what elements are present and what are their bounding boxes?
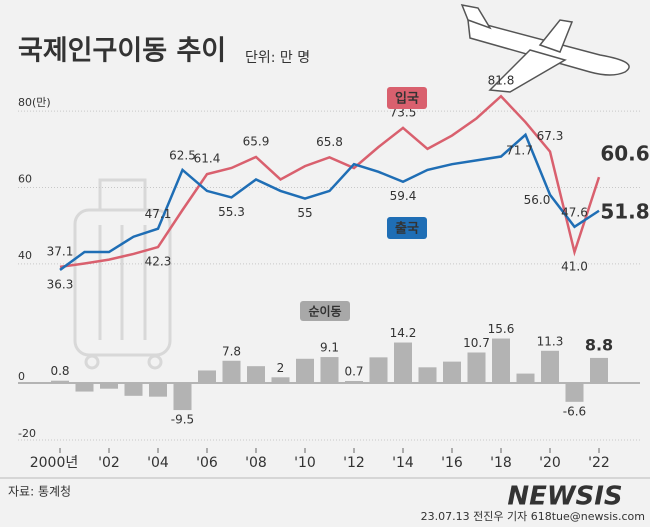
- airplane-illustration: [460, 4, 630, 93]
- data-label: 10.7: [463, 336, 490, 350]
- bar: [296, 358, 314, 383]
- line-series: [59, 94, 601, 269]
- data-label: 47.6: [561, 205, 588, 219]
- data-label: 7.8: [222, 344, 241, 358]
- bar: [271, 377, 290, 383]
- series-label: 출국: [395, 221, 419, 237]
- bar: [124, 383, 143, 396]
- data-label: -9.5: [171, 413, 194, 427]
- bar: [320, 357, 339, 383]
- y-tick-label: 40: [18, 249, 32, 262]
- x-tick-label: '04: [147, 455, 169, 471]
- bar: [345, 381, 363, 383]
- data-label: 42.3: [145, 255, 172, 269]
- data-label: 14.2: [390, 326, 417, 340]
- source: 자료: 통계청: [8, 485, 71, 499]
- x-tick-label: '22: [588, 455, 610, 471]
- data-label: 37.1: [47, 244, 74, 258]
- data-label: 36.3: [47, 277, 74, 291]
- series-label-box: [387, 87, 427, 109]
- line-series: [59, 132, 600, 271]
- bar: [222, 360, 241, 383]
- x-tick-label: '14: [392, 455, 414, 471]
- data-label: 11.3: [537, 334, 564, 348]
- x-tick-label: '08: [245, 455, 267, 471]
- data-label: 51.8: [600, 199, 649, 223]
- data-label: 61.4: [194, 152, 221, 166]
- series-label: 입국: [395, 92, 419, 107]
- chart-title: 국제인구이동 추이: [18, 36, 226, 67]
- bar: [369, 357, 388, 383]
- x-tick-label: '12: [343, 455, 365, 471]
- bar: [173, 383, 192, 411]
- data-label: 65.8: [316, 135, 343, 149]
- data-label: 60.6: [600, 142, 649, 166]
- data-label: 67.3: [537, 129, 564, 143]
- bar: [443, 361, 461, 383]
- x-tick-label: '20: [539, 455, 561, 471]
- bar: [492, 338, 510, 383]
- bar: [149, 383, 167, 397]
- bar: [516, 373, 535, 383]
- bar: [75, 383, 94, 392]
- y-tick-label: 80(만): [18, 96, 51, 109]
- data-label: 62.5: [169, 148, 196, 162]
- bar: [198, 370, 216, 383]
- bar: [247, 366, 265, 383]
- unit-label: 단위: 만 명: [245, 50, 310, 66]
- bar: [418, 367, 437, 383]
- bar: [590, 357, 608, 383]
- data-label: 15.6: [488, 322, 515, 336]
- data-label: 41.0: [561, 260, 588, 274]
- data-label: 55: [297, 206, 312, 220]
- data-label: 55.3: [218, 205, 245, 219]
- bar: [51, 380, 69, 383]
- data-label: 2: [277, 361, 285, 375]
- data-label: 65.9: [243, 134, 270, 148]
- x-tick-label: '06: [196, 455, 218, 471]
- data-label: 47.1: [145, 207, 172, 221]
- bar: [100, 383, 118, 389]
- x-tick-label: '18: [490, 455, 512, 471]
- bar: [394, 342, 412, 383]
- watermark: NEWSIS: [507, 482, 622, 512]
- data-label: -6.6: [563, 404, 586, 418]
- series-label: 순이동: [308, 304, 341, 319]
- data-label: 8.8: [585, 335, 613, 354]
- x-tick-label: 2000년: [30, 455, 79, 471]
- x-tick-label: '10: [294, 455, 316, 471]
- x-tick-label: '02: [98, 455, 120, 471]
- bar: [565, 383, 584, 402]
- data-label: 81.8: [488, 74, 515, 88]
- data-label: 0.7: [344, 365, 363, 379]
- bar: [541, 350, 559, 383]
- series-label-box: [387, 217, 427, 239]
- bar: [467, 352, 486, 383]
- series-label-box: [300, 301, 350, 321]
- data-label: 9.1: [320, 341, 339, 355]
- credit: 23.07.13 전진우 기자 618tue@newsis.com: [421, 510, 645, 523]
- data-label: 59.4: [390, 189, 417, 203]
- y-tick-label: -20: [18, 427, 36, 440]
- data-label: 71.7: [506, 143, 533, 157]
- data-label: 0.8: [50, 364, 69, 378]
- data-label: 56.0: [524, 193, 551, 207]
- y-tick-label: 60: [18, 172, 32, 185]
- x-tick-label: '16: [441, 455, 463, 471]
- y-tick-label: 0: [18, 370, 25, 383]
